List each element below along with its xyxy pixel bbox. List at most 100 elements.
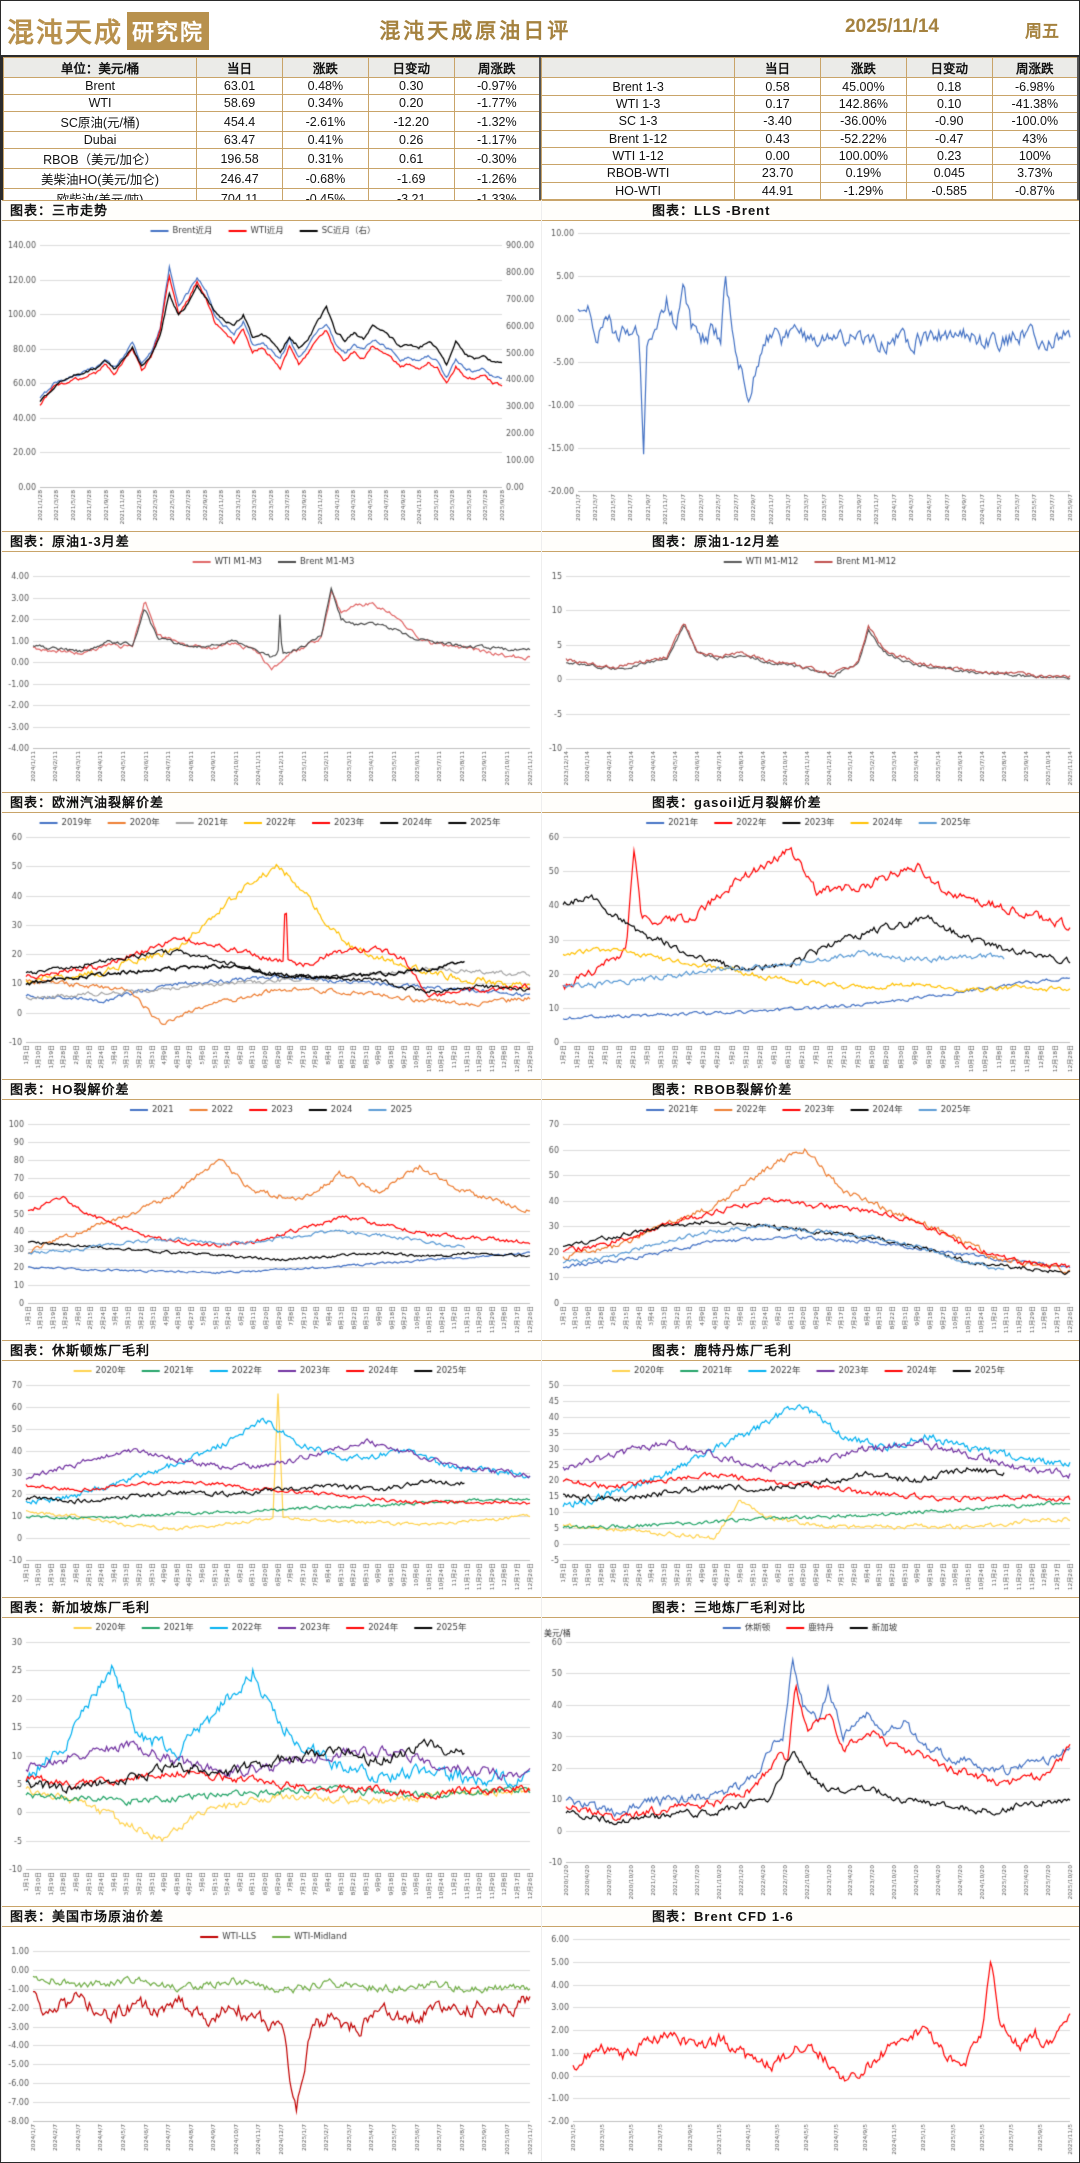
cell-value: -6.98%: [991, 77, 1079, 96]
report-header: 混沌天成 研究院 混沌天成原油日评 2025/11/14 周五: [1, 1, 1079, 55]
chart-title: 图表：HO裂解价差: [2, 1079, 541, 1100]
row-label: Brent: [2, 77, 198, 95]
cell-value: -0.30%: [453, 148, 541, 169]
chart-title: 图表：新加坡炼厂毛利: [2, 1597, 541, 1618]
row-label: RBOB（美元/加仑）: [2, 148, 198, 169]
row-label: RBOB-WTI: [540, 164, 736, 183]
cell-value: -12.20: [367, 111, 455, 132]
cell-value: 45.00%: [819, 77, 907, 96]
cell-value: 0.23: [905, 146, 993, 166]
cell-value: 0.34%: [281, 94, 369, 112]
cell-value: -2.61%: [281, 111, 369, 132]
chart-canvas-houston-margin: [2, 1361, 540, 1597]
report-title: 混沌天成原油日评: [379, 20, 572, 43]
cell-value: 3.73%: [991, 164, 1079, 183]
cell-value: 0.61: [367, 148, 455, 169]
chart-title: 图表：Brent CFD 1-6: [542, 1906, 1079, 1927]
cell-value: -1.77%: [453, 94, 541, 112]
row-label: Brent 1-3: [540, 77, 736, 96]
logo-box-text: 研究院: [127, 11, 210, 50]
column-header: 涨跌: [819, 56, 907, 79]
chart-title: 图表：原油1-12月差: [542, 531, 1079, 552]
logo-text: 混沌天成: [7, 18, 123, 48]
cell-value: -0.97%: [453, 77, 541, 95]
row-label: SC 1-3: [540, 112, 736, 131]
chart-canvas-rotterdam-margin: [542, 1361, 1079, 1597]
chart-title: 图表：三地炼厂毛利对比: [542, 1597, 1079, 1618]
table-row: WTI 58.69 0.34% 0.20 -1.77%: [2, 94, 541, 112]
cell-value: 0.00: [734, 146, 821, 166]
cell-value: 44.91: [734, 181, 821, 201]
chart-title: 图表：gasoil近月裂解价差: [542, 792, 1079, 813]
cell-value: 0.18: [905, 77, 993, 96]
chart-canvas-lls-brent: [542, 221, 1079, 531]
row-label: WTI 1-3: [540, 94, 736, 114]
chart-title: 图表：美国市场原油价差: [2, 1906, 541, 1927]
chart-canvas-singapore-margin: [2, 1618, 540, 1906]
cell-value: -0.90: [905, 112, 993, 131]
cell-value: -0.585: [905, 181, 993, 201]
column-header: 涨跌: [281, 57, 369, 78]
cell-value: 100%: [991, 146, 1079, 166]
cell-value: 0.58: [734, 77, 821, 96]
cell-value: 63.01: [196, 77, 283, 95]
cell-value: -3.40: [734, 112, 821, 131]
table-row: WTI 1-12 0.00 100.00% 0.23 100%: [540, 146, 1079, 166]
chart-canvas-europe-gasoline-crack: [2, 813, 540, 1079]
cell-value: -1.17%: [453, 131, 541, 149]
table-row: Brent 63.01 0.48% 0.30 -0.97%: [2, 77, 541, 95]
column-header: 当日: [734, 56, 821, 79]
cell-value: 454.4: [196, 111, 283, 132]
chart-canvas-crude-1-12-spread: [542, 552, 1079, 792]
row-label: HO-WTI: [540, 181, 736, 201]
chart-block: 图表：鹿特丹炼厂毛利: [541, 1340, 1079, 1597]
chart-canvas-three-markets: [2, 221, 540, 531]
cell-value: -52.22%: [819, 129, 907, 148]
cell-value: 196.58: [196, 148, 283, 169]
cell-value: -0.68%: [281, 168, 369, 189]
chart-title: 图表：LLS -Brent: [542, 200, 1079, 221]
table-row: SC原油(元/桶) 454.4 -2.61% -12.20 -1.32%: [2, 111, 541, 132]
chart-title: 图表：休斯顿炼厂毛利: [2, 1340, 541, 1361]
company-logo: 混沌天成 研究院: [7, 11, 210, 50]
cell-value: 0.20: [367, 94, 455, 112]
chart-canvas-rbob-crack: [542, 1100, 1079, 1340]
table-row: WTI 1-3 0.17 142.86% 0.10 -41.38%: [540, 94, 1079, 114]
row-label: WTI: [2, 94, 198, 112]
cell-value: 0.41%: [281, 131, 369, 149]
chart-canvas-crude-1-3-spread: [2, 552, 540, 792]
cell-value: -1.29%: [819, 181, 907, 201]
chart-title: 图表：原油1-3月差: [2, 531, 541, 552]
cell-value: 0.43: [734, 129, 821, 148]
cell-value: 23.70: [734, 164, 821, 183]
chart-block: 图表：LLS -Brent: [541, 200, 1079, 531]
chart-block: 图表：新加坡炼厂毛利: [1, 1597, 541, 1906]
chart-block: 图表：原油1-12月差: [541, 531, 1079, 792]
cell-value: -1.32%: [453, 111, 541, 132]
cell-value: 0.26: [367, 131, 455, 149]
chart-canvas-gasoil-crack: [542, 813, 1079, 1079]
cell-value: -100.0%: [991, 112, 1079, 131]
cell-value: -1.69: [367, 168, 455, 189]
chart-block: 图表：HO裂解价差: [1, 1079, 541, 1340]
row-label: 美柴油HO(美元/加仑): [2, 168, 198, 189]
charts-grid: 图表：三市走势 图表：LLS -Brent 图表：原油1-3月差 图表：原油1-…: [1, 200, 1079, 2161]
cell-value: 0.17: [734, 94, 821, 114]
table-row: HO-WTI 44.91 -1.29% -0.585 -0.87%: [540, 181, 1079, 201]
cell-value: 0.30: [367, 77, 455, 95]
chart-canvas-us-crude-spread: [2, 1927, 540, 2161]
chart-canvas-ho-crack: [2, 1100, 540, 1340]
cell-value: 0.10: [905, 94, 993, 114]
price-table-left: 单位：美元/桶 当日 涨跌 日变动 周涨跌 Brent 63.01 0.48% 0.30 -0.9…: [2, 57, 541, 209]
table-row: RBOB-WTI 23.70 0.19% 0.045 3.73%: [540, 164, 1079, 183]
chart-block: 图表：gasoil近月裂解价差: [541, 792, 1079, 1079]
cell-value: -0.47: [905, 129, 993, 148]
cell-value: 0.045: [905, 164, 993, 183]
chart-title: 图表：三市走势: [2, 200, 541, 221]
row-label: Brent 1-12: [540, 129, 736, 148]
row-label: Dubai: [2, 131, 198, 149]
chart-block: 图表：三地炼厂毛利对比: [541, 1597, 1079, 1906]
cell-value: -0.87%: [991, 181, 1079, 201]
row-label: SC原油(元/桶): [2, 111, 198, 132]
